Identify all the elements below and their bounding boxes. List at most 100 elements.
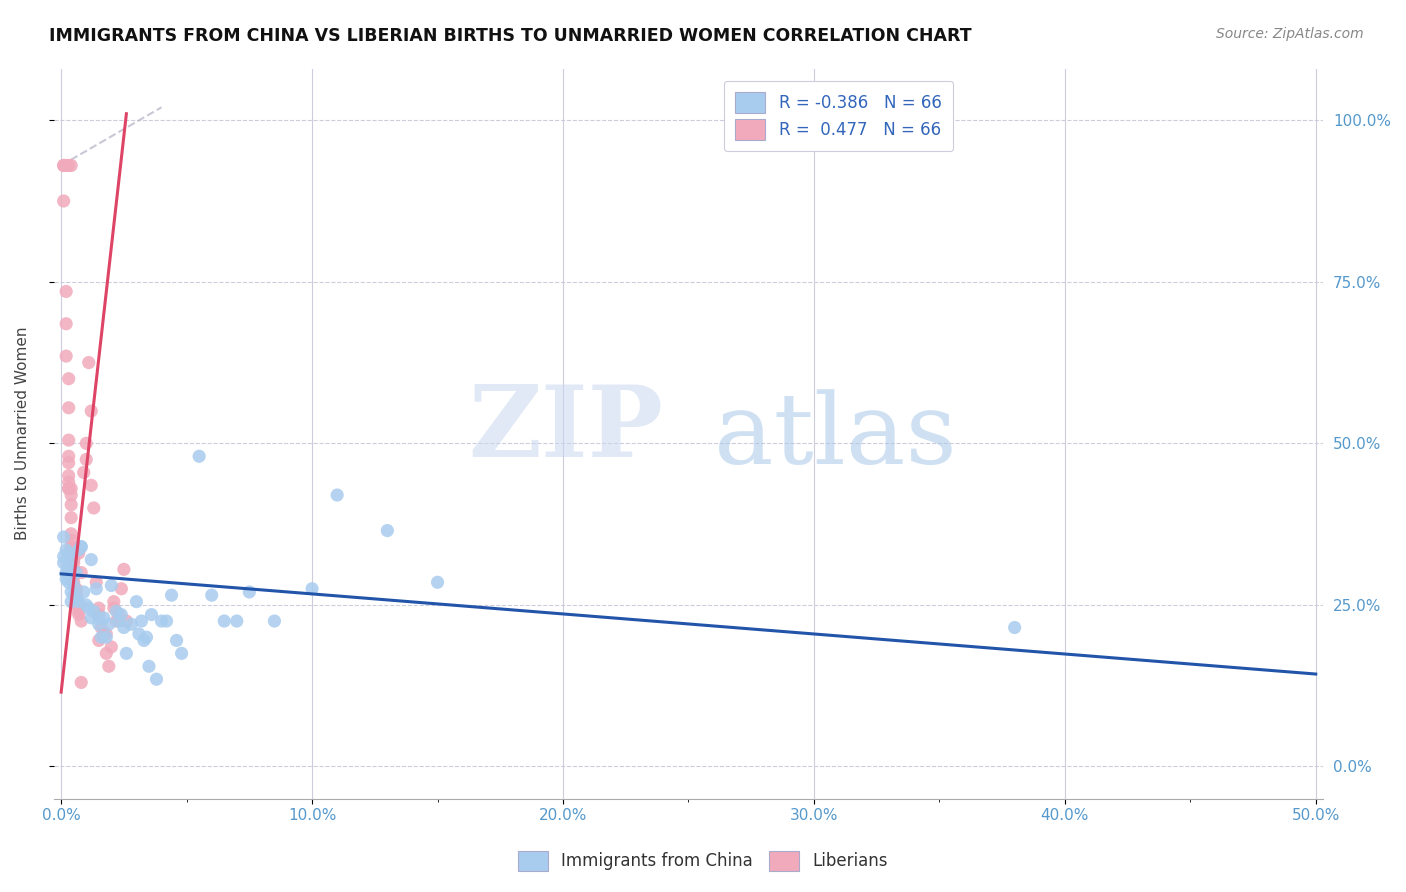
Point (60, 585, 83, 599)
Point (65, 582, 87, 596)
Point (70, 540, 93, 554)
Point (1004, 620, 1026, 634)
Point (160, 588, 183, 602)
Point (62, 556, 84, 570)
Point (62, 578, 84, 592)
Point (110, 582, 132, 596)
Point (90, 620, 112, 634)
Point (70, 675, 93, 690)
Point (83, 500, 105, 515)
Point (60, 482, 83, 496)
Text: Source: ZipAtlas.com: Source: ZipAtlas.com (1216, 27, 1364, 41)
Point (97, 617, 120, 632)
Point (87, 617, 110, 632)
Point (238, 585, 260, 599)
Point (131, 614, 153, 628)
Point (150, 614, 173, 628)
Point (52, 194, 75, 208)
Point (77, 601, 100, 615)
Point (52, 158, 75, 172)
Point (70, 540, 93, 554)
Point (80, 478, 103, 492)
Point (96, 627, 118, 641)
Point (60, 552, 83, 566)
Point (93, 627, 115, 641)
Point (62, 588, 84, 602)
Point (60, 533, 83, 548)
Point (103, 595, 125, 609)
Point (62, 543, 84, 558)
Point (426, 575, 449, 590)
Point (87, 607, 110, 622)
Point (128, 627, 150, 641)
Point (67, 598, 90, 612)
Point (55, 349, 77, 363)
Point (60, 526, 83, 541)
Point (263, 614, 285, 628)
Point (73, 585, 96, 599)
Point (108, 607, 131, 622)
Point (58, 575, 80, 590)
Point (55, 317, 77, 331)
Point (65, 585, 87, 599)
Point (105, 614, 128, 628)
Point (62, 569, 84, 583)
Point (60, 510, 83, 524)
Point (58, 158, 80, 172)
Point (65, 598, 87, 612)
Point (58, 562, 80, 576)
Point (212, 614, 235, 628)
Point (67, 604, 90, 618)
Point (67, 546, 90, 560)
Point (93, 611, 115, 625)
Point (145, 672, 167, 686)
Point (65, 591, 87, 606)
Point (96, 646, 118, 660)
Point (80, 611, 103, 625)
Point (70, 566, 93, 580)
Point (58, 546, 80, 560)
Point (52, 556, 75, 570)
Point (52, 549, 75, 564)
Point (58, 475, 80, 489)
Point (65, 566, 87, 580)
Point (52, 530, 75, 544)
Point (166, 633, 188, 648)
Point (62, 562, 84, 576)
Point (77, 355, 100, 369)
Text: atlas: atlas (714, 390, 956, 485)
Point (326, 488, 349, 502)
Point (65, 588, 87, 602)
Point (55, 285, 77, 299)
Point (58, 482, 80, 496)
Point (138, 659, 160, 673)
Point (97, 659, 120, 673)
Point (52, 158, 75, 172)
Point (60, 488, 83, 502)
Point (62, 552, 84, 566)
Point (96, 630, 118, 644)
Point (58, 449, 80, 463)
Point (87, 601, 110, 615)
Point (105, 604, 128, 618)
Point (87, 633, 110, 648)
Point (135, 630, 157, 644)
Point (70, 614, 93, 628)
Point (67, 543, 90, 558)
Point (115, 646, 138, 660)
Point (90, 630, 112, 644)
Point (108, 614, 131, 628)
Point (67, 595, 90, 609)
Point (55, 566, 77, 580)
Point (58, 559, 80, 574)
Point (58, 401, 80, 415)
Point (55, 572, 77, 586)
Point (84, 582, 107, 596)
Point (75, 436, 97, 450)
Point (103, 601, 125, 615)
Point (112, 620, 135, 634)
Point (188, 449, 211, 463)
Point (67, 607, 90, 622)
Point (132, 633, 155, 648)
Point (120, 617, 142, 632)
